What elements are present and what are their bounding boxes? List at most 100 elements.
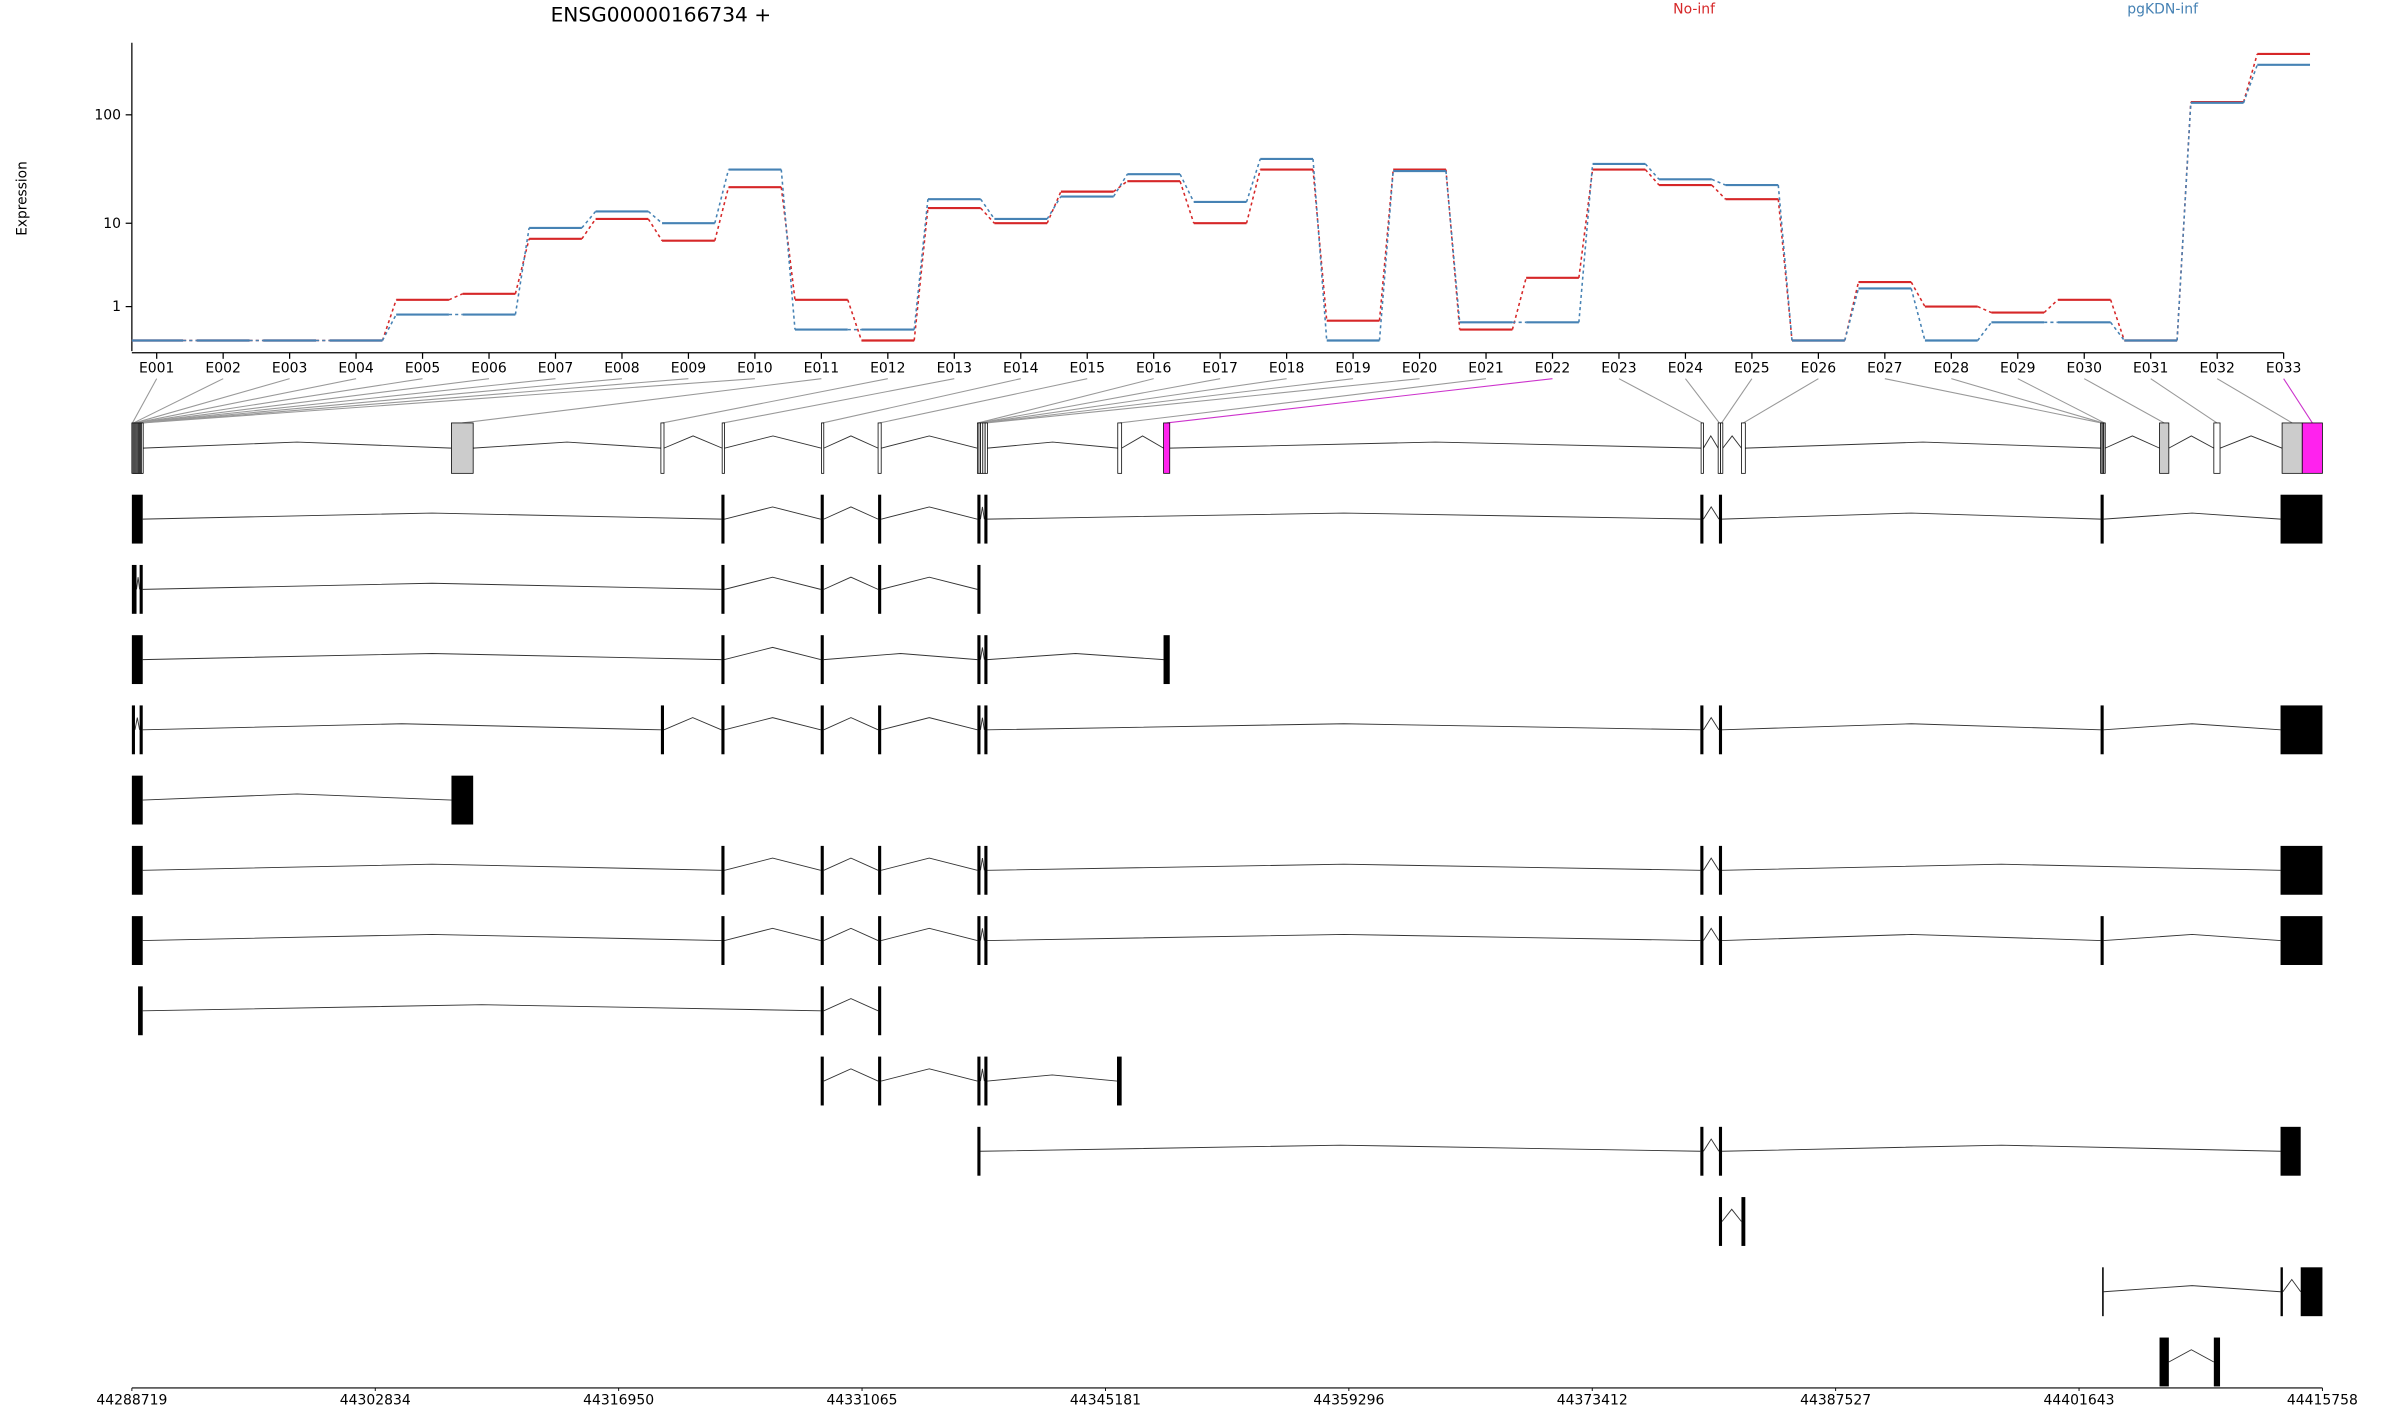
intron xyxy=(2103,512,2281,520)
connector xyxy=(448,293,463,301)
connector xyxy=(1777,199,1793,341)
transcript-exon xyxy=(131,705,135,755)
genomic-tick-label: 44302834 xyxy=(340,1393,411,1409)
x-tick-label: E027 xyxy=(1867,361,1902,377)
intron xyxy=(1722,863,2281,871)
transcript-exon xyxy=(2300,1267,2323,1317)
gene-exon xyxy=(877,422,882,474)
connector xyxy=(2109,321,2125,341)
connector xyxy=(581,218,597,240)
transcript-exon xyxy=(820,564,824,614)
intron xyxy=(1722,933,2101,942)
intron xyxy=(1722,1144,2281,1152)
transcript-exon xyxy=(139,705,143,755)
y-axis-label: Expression xyxy=(14,161,30,236)
connector xyxy=(1711,184,1727,200)
intron xyxy=(142,512,722,520)
intron xyxy=(823,857,879,871)
transcript-exon xyxy=(660,705,664,755)
intron xyxy=(980,506,985,520)
transcript-exon xyxy=(977,705,981,755)
intron xyxy=(823,717,879,731)
intron xyxy=(1722,435,1742,449)
transcript-exon xyxy=(878,845,882,895)
gene-exon xyxy=(1720,422,1724,474)
intron xyxy=(980,647,985,660)
genomic-tick-label: 44359296 xyxy=(1313,1393,1384,1409)
exon-link xyxy=(133,378,224,424)
intron xyxy=(142,793,452,801)
transcript-exon xyxy=(1741,1197,1746,1246)
transcript-exon xyxy=(2280,494,2323,544)
transcript-exon xyxy=(1700,705,1704,755)
transcript-exon xyxy=(820,916,824,965)
gene-exon xyxy=(2301,422,2323,474)
genomic-tick-label: 44345181 xyxy=(1070,1393,1141,1409)
connector xyxy=(913,207,929,341)
transcript-exon xyxy=(820,635,824,685)
x-tick-label: E001 xyxy=(139,361,174,377)
exon-link xyxy=(2216,378,2293,424)
exon-link xyxy=(135,378,357,424)
intron xyxy=(724,927,821,942)
transcript-exon xyxy=(820,705,824,755)
intron xyxy=(823,1068,879,1082)
transcript-exon xyxy=(984,916,988,965)
transcript-exon xyxy=(721,916,725,965)
connector xyxy=(1910,281,1926,307)
connector xyxy=(1179,180,1195,224)
gene-exon xyxy=(721,422,725,474)
intron xyxy=(1703,927,1720,941)
intron xyxy=(987,1074,1118,1082)
connector xyxy=(1711,178,1726,186)
intron xyxy=(881,1068,978,1082)
exon-link xyxy=(723,378,955,424)
x-tick-label: E025 xyxy=(1734,361,1769,377)
connector xyxy=(1777,185,1793,341)
exon-link xyxy=(1618,378,1703,424)
x-tick-label: E029 xyxy=(2000,361,2035,377)
transcript-exon xyxy=(878,705,882,755)
intron xyxy=(724,506,821,520)
x-tick-label: E004 xyxy=(338,361,374,377)
intron xyxy=(2103,933,2281,942)
x-tick-label: E014 xyxy=(1003,361,1039,377)
connector xyxy=(2242,64,2259,104)
exon-link xyxy=(822,378,1021,424)
x-tick-label: E011 xyxy=(804,361,839,377)
gene-exon xyxy=(2159,422,2170,474)
exon-link xyxy=(2083,378,2165,424)
transcript-exon xyxy=(984,845,988,895)
intron xyxy=(2103,723,2281,731)
exon-link xyxy=(2150,378,2218,424)
intron xyxy=(724,646,821,661)
exon-link xyxy=(978,378,1154,424)
transcript-exon xyxy=(131,635,143,685)
exon-link xyxy=(139,378,623,424)
intron xyxy=(823,927,879,941)
transcript-exon xyxy=(1700,1126,1704,1176)
intron xyxy=(2168,1349,2215,1363)
x-tick-label: E006 xyxy=(471,361,506,377)
gene-exon xyxy=(2103,422,2106,474)
x-tick-label: E007 xyxy=(538,361,573,377)
intron xyxy=(663,435,723,449)
connector xyxy=(847,299,863,341)
transcript-exon xyxy=(820,986,824,1036)
x-tick-label: E010 xyxy=(737,361,772,377)
transcript-exon xyxy=(2159,1337,2169,1387)
intron xyxy=(663,717,722,731)
transcript-exon xyxy=(2280,1267,2283,1317)
gene-exon xyxy=(141,422,144,474)
transcript-exon xyxy=(2213,1337,2221,1387)
exon-link xyxy=(462,378,822,424)
x-tick-label: E008 xyxy=(604,361,639,377)
transcript-exon xyxy=(1700,845,1704,895)
transcript-exon xyxy=(2100,916,2104,965)
x-tick-label: E026 xyxy=(1801,361,1836,377)
genomic-tick-label: 44387527 xyxy=(1800,1393,1871,1409)
intron xyxy=(2219,435,2283,449)
gene-exon xyxy=(2281,422,2303,474)
x-tick-label: E016 xyxy=(1136,361,1171,377)
